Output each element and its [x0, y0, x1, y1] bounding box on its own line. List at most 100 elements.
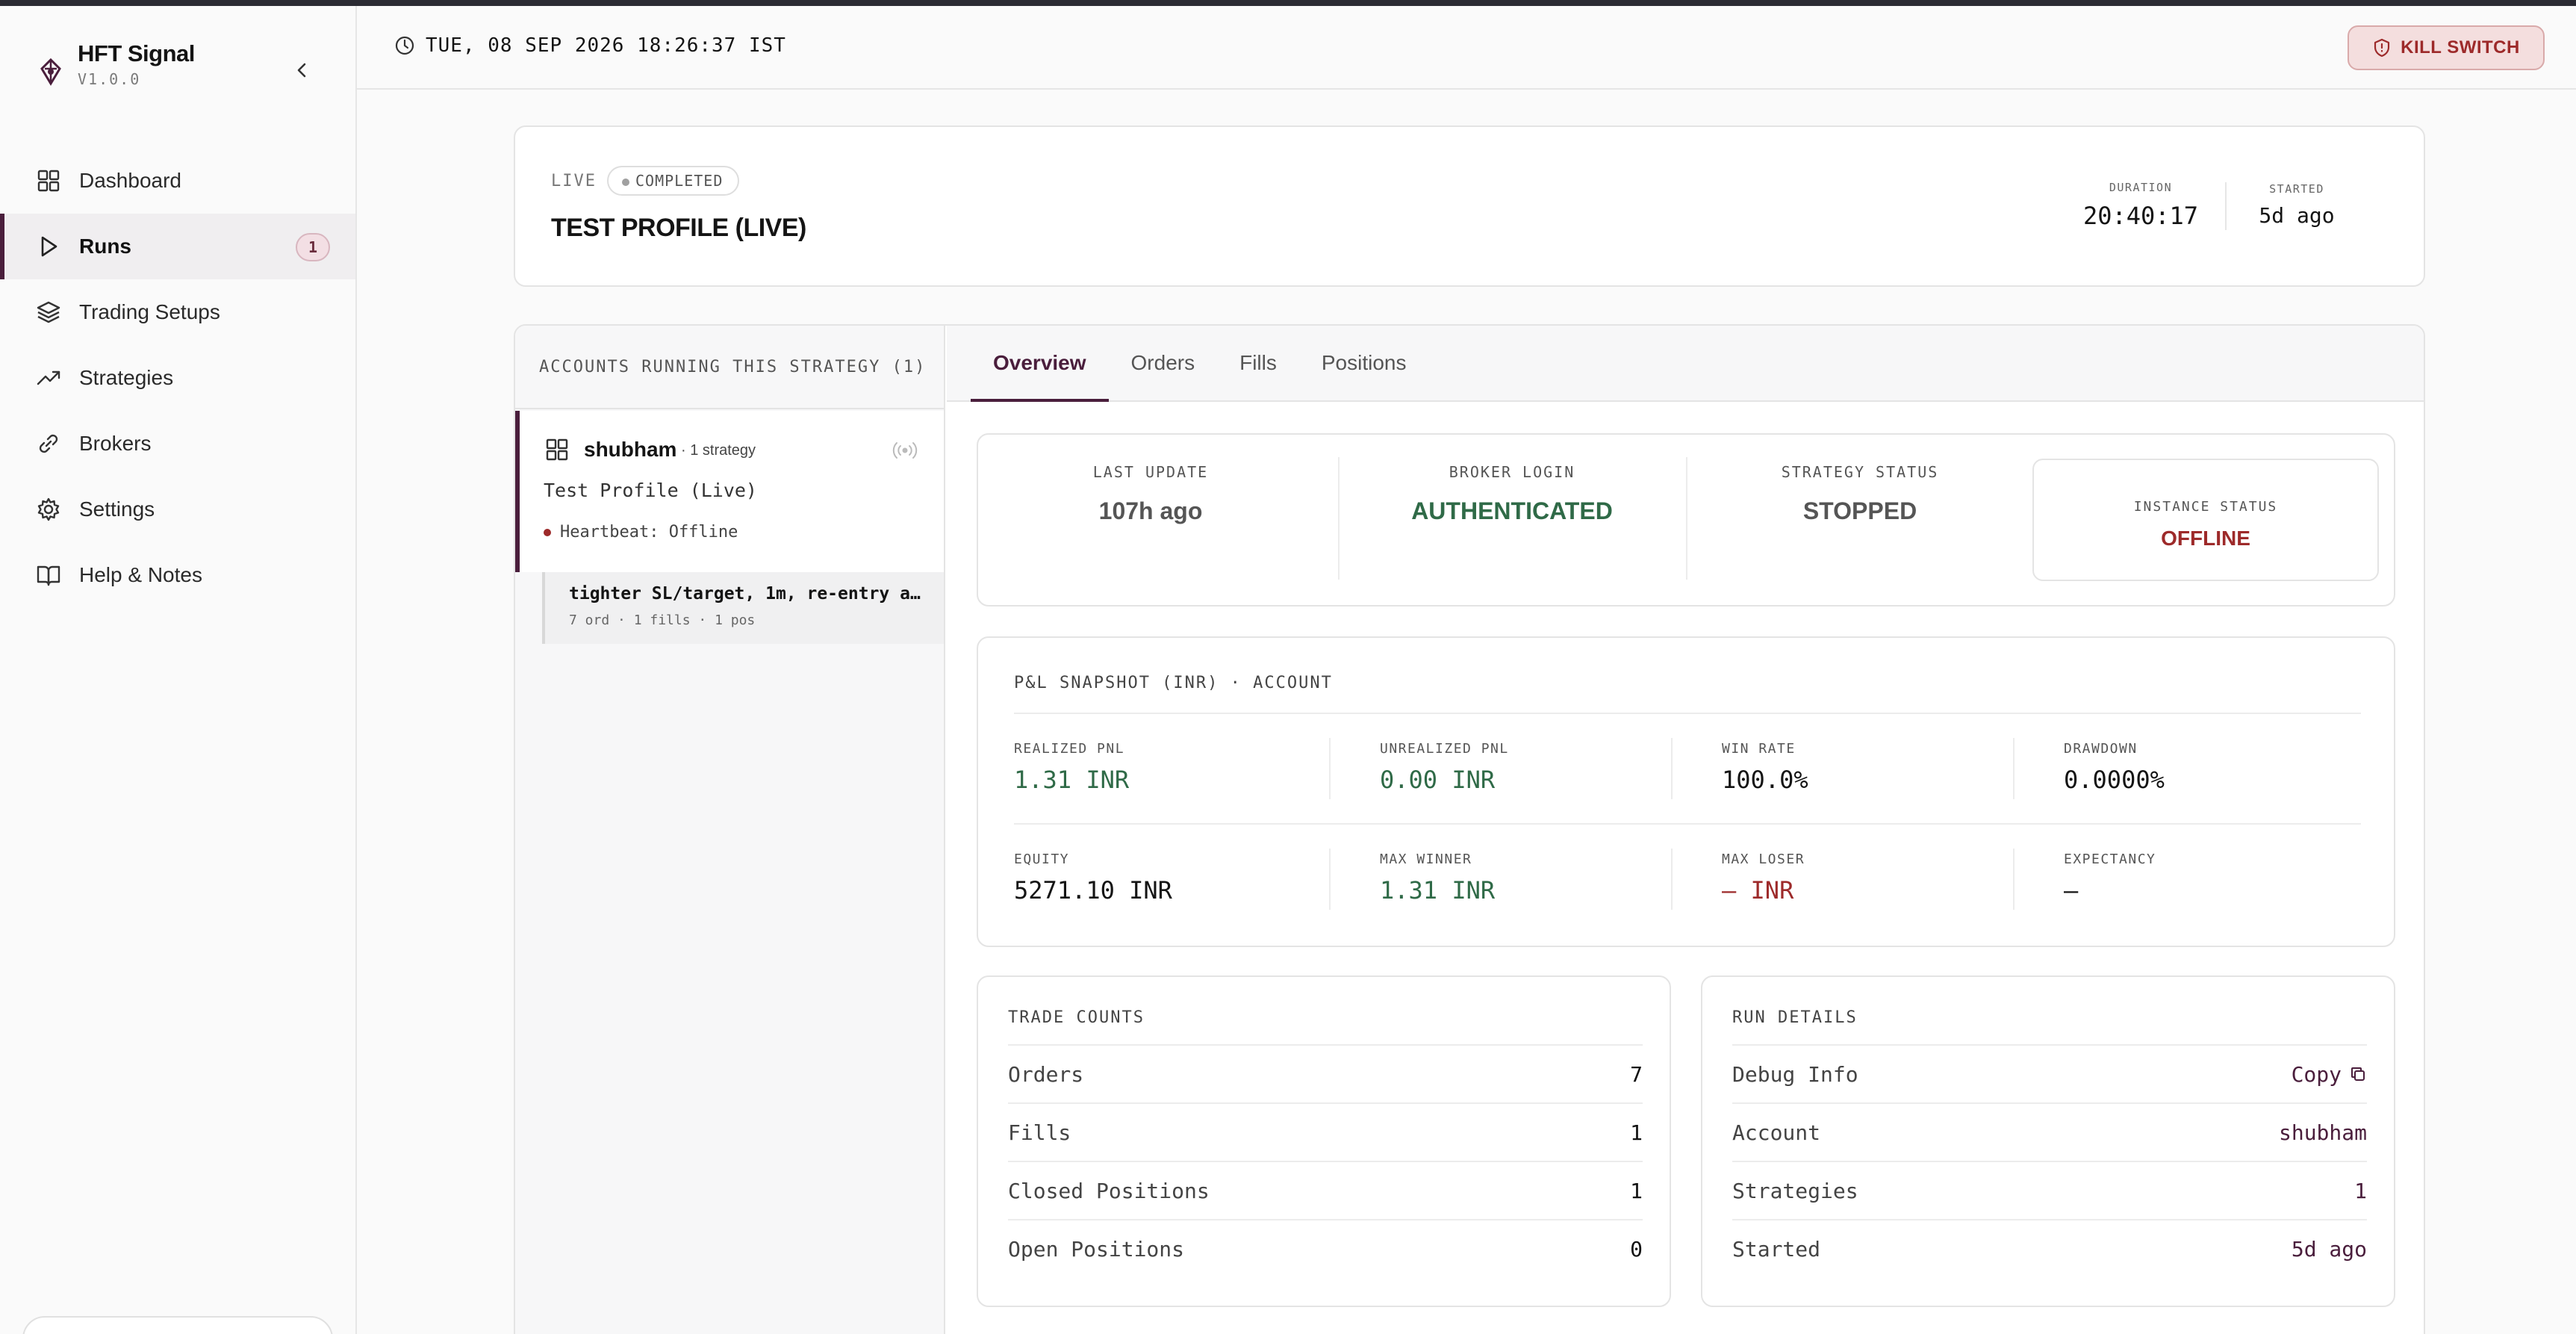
divider	[1671, 849, 1673, 910]
row-label: Account	[1732, 1120, 1821, 1145]
divider	[1686, 457, 1687, 580]
drawdown-value: 0.0000%	[2064, 766, 2165, 794]
row-label: Open Positions	[1008, 1236, 1185, 1262]
trade-counts-card: TRADE COUNTS Orders 7 Fills 1 Closed Pos…	[977, 975, 1671, 1307]
realized-pnl-value: 1.31 INR	[1014, 766, 1130, 794]
run-detail-panel: ACCOUNTS RUNNING THIS STRATEGY (1) shubh…	[514, 324, 2425, 1334]
row-value: 5d ago	[2291, 1236, 2367, 1262]
play-icon	[41, 236, 57, 257]
started-label: STARTED	[2269, 182, 2324, 196]
run-status-badge: COMPLETED	[606, 166, 740, 196]
row-label: Closed Positions	[1008, 1178, 1210, 1203]
accounts-list: ACCOUNTS RUNNING THIS STRATEGY (1) shubh…	[515, 326, 945, 1334]
heartbeat-text: Heartbeat: Offline	[560, 523, 738, 542]
list-item: Open Positions 0	[1008, 1219, 1643, 1277]
win-rate-label: WIN RATE	[1722, 741, 1796, 757]
sidebar-item-dashboard[interactable]: Dashboard	[0, 148, 355, 214]
sidebar-item-strategies[interactable]: Strategies	[0, 345, 355, 411]
row-value: 1	[1630, 1178, 1643, 1203]
top-header: TUE, 08 SEP 2026 18:26:37 IST KILL SWITC…	[357, 6, 2576, 90]
status-card: LAST UPDATE 107h ago BROKER LOGIN AUTHEN…	[977, 433, 2395, 606]
divider	[2013, 849, 2015, 910]
kill-switch-button[interactable]: KILL SWITCH	[2348, 25, 2545, 70]
divider	[1329, 738, 1331, 799]
max-winner-label: MAX WINNER	[1380, 851, 1472, 867]
trade-counts-title: TRADE COUNTS	[1008, 1008, 1145, 1027]
tab-positions[interactable]: Positions	[1321, 351, 1407, 374]
drawdown: DRAWDOWN 0.0000%	[2064, 741, 2165, 794]
app-version: V1.0.0	[78, 70, 141, 88]
max-winner-value: 1.31 INR	[1380, 876, 1496, 905]
divider	[1014, 823, 2361, 825]
pnl-snapshot-card: P&L SNAPSHOT (INR) · ACCOUNT REALIZED PN…	[977, 636, 2395, 947]
broker-login-value: AUTHENTICATED	[1411, 497, 1613, 524]
link-icon	[39, 434, 58, 453]
sidebar-footer-card[interactable]	[22, 1316, 333, 1334]
equity: EQUITY 5271.10 INR	[1014, 851, 1172, 905]
row-label: Debug Info	[1732, 1061, 1858, 1087]
expectancy-value: —	[2064, 876, 2079, 905]
brand[interactable]: HFT Signal V1.0.0	[36, 40, 195, 88]
list-item: Started 5d ago	[1732, 1219, 2367, 1277]
divider	[1338, 457, 1340, 580]
divider	[2013, 738, 2015, 799]
clock: TUE, 08 SEP 2026 18:26:37 IST	[394, 34, 786, 57]
instance-status: INSTANCE STATUS OFFLINE	[2032, 459, 2379, 581]
strategy-status: STRATEGY STATUS STOPPED	[1687, 457, 2032, 580]
unrealized-pnl-label: UNREALIZED PNL	[1380, 741, 1509, 757]
max-loser-value: — INR	[1722, 876, 1794, 905]
expectancy-label: EXPECTANCY	[2064, 851, 2156, 867]
account-item[interactable]: shubham · 1 strategy Test Profile (Live)…	[515, 411, 944, 572]
list-item: Debug Info Copy	[1732, 1044, 2367, 1102]
equity-label: EQUITY	[1014, 851, 1070, 867]
row-value: 1	[2354, 1178, 2367, 1203]
max-winner: MAX WINNER 1.31 INR	[1380, 851, 1495, 905]
sidebar-item-trading-setups[interactable]: Trading Setups	[0, 279, 355, 345]
sidebar-item-brokers[interactable]: Brokers	[0, 411, 355, 477]
win-rate-value: 100.0%	[1722, 766, 1808, 794]
broadcast-icon	[892, 442, 918, 459]
win-rate: WIN RATE 100.0%	[1722, 741, 1808, 794]
sidebar: HFT Signal V1.0.0 Dashboard Runs 1 Tradi…	[0, 6, 357, 1334]
sidebar-item-label: Strategies	[79, 366, 174, 389]
row-label: Orders	[1008, 1061, 1084, 1087]
tab-fills[interactable]: Fills	[1239, 351, 1277, 374]
last-update: LAST UPDATE 107h ago	[978, 457, 1323, 580]
tab-orders[interactable]: Orders	[1130, 351, 1195, 374]
row-value: 7	[1630, 1061, 1643, 1087]
copy-debug-button[interactable]: Copy	[2292, 1062, 2367, 1087]
sidebar-item-label: Dashboard	[79, 169, 181, 192]
row-label: Started	[1732, 1236, 1821, 1262]
run-mode: LIVE	[551, 171, 597, 190]
last-update-label: LAST UPDATE	[1092, 463, 1209, 481]
chevron-left-icon[interactable]	[290, 58, 314, 82]
list-item: Account shubham	[1732, 1102, 2367, 1161]
sidebar-item-label: Help & Notes	[79, 563, 202, 586]
max-loser-label: MAX LOSER	[1722, 851, 1805, 867]
duration-label: DURATION	[2109, 181, 2173, 194]
row-label: Strategies	[1732, 1178, 1858, 1203]
duration-value: 20:40:17	[2082, 202, 2199, 230]
copy-icon	[2351, 1067, 2365, 1081]
clock-icon	[395, 36, 414, 55]
instance-status-label: INSTANCE STATUS	[2133, 499, 2278, 515]
strategy-list-item[interactable]: tighter SL/target, 1m, re-entry allowed …	[542, 572, 944, 644]
strategy-title: tighter SL/target, 1m, re-entry allowed	[569, 584, 927, 604]
runs-count-badge: 1	[296, 233, 330, 261]
sidebar-item-label: Runs	[79, 235, 131, 258]
last-update-value: 107h ago	[1098, 497, 1203, 524]
page-title: TEST PROFILE (LIVE)	[551, 214, 806, 242]
expectancy: EXPECTANCY —	[2064, 851, 2156, 905]
divider	[1329, 849, 1331, 910]
top-accent-bar	[0, 0, 2576, 6]
run-duration: DURATION 20:40:17	[2077, 181, 2204, 230]
sidebar-item-settings[interactable]: Settings	[0, 477, 355, 542]
copy-label: Copy	[2291, 1061, 2342, 1087]
sidebar-item-help-notes[interactable]: Help & Notes	[0, 542, 355, 608]
list-item: Closed Positions 1	[1008, 1161, 1643, 1219]
divider	[1014, 713, 2361, 714]
sidebar-item-runs[interactable]: Runs 1	[0, 214, 355, 279]
unrealized-pnl-value: 0.00 INR	[1380, 766, 1496, 794]
tab-overview[interactable]: Overview	[971, 326, 1109, 402]
run-header-card: LIVE COMPLETED TEST PROFILE (LIVE) DURAT…	[514, 125, 2425, 287]
